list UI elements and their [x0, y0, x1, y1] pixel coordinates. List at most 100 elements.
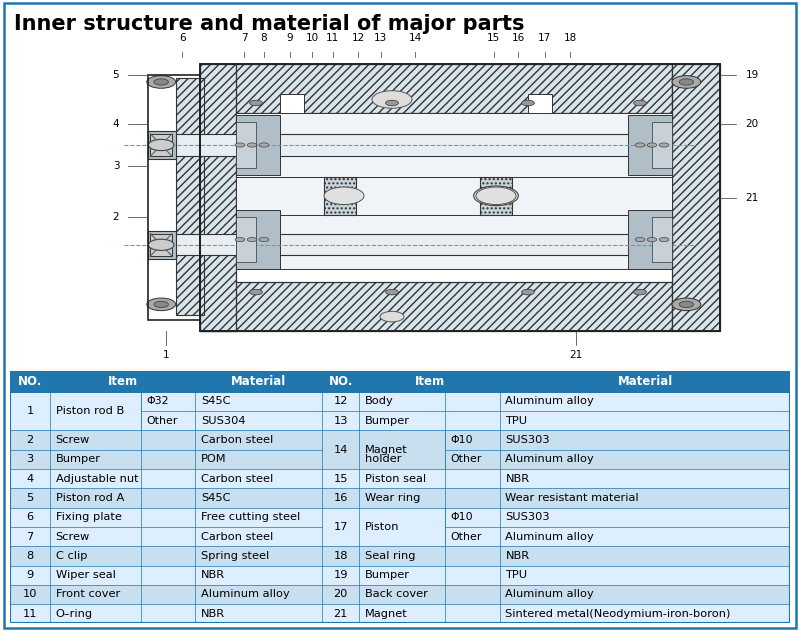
Bar [528, 94, 552, 114]
Bar [236, 115, 280, 175]
Text: O–ring: O–ring [56, 609, 93, 619]
Circle shape [148, 239, 174, 251]
Text: Body: Body [365, 396, 394, 406]
Bar [628, 115, 672, 175]
Bar [10, 488, 790, 507]
Bar [10, 411, 790, 430]
Text: 16: 16 [334, 493, 348, 503]
Bar [628, 209, 672, 269]
Text: Bumper: Bumper [365, 416, 410, 426]
Text: Material: Material [231, 375, 286, 388]
Circle shape [154, 301, 169, 307]
Circle shape [679, 79, 694, 85]
Circle shape [154, 79, 169, 85]
Text: 1: 1 [26, 406, 34, 416]
Text: Free cutting steel: Free cutting steel [201, 512, 300, 522]
Circle shape [635, 143, 645, 147]
Text: 20: 20 [334, 589, 348, 599]
Text: 15: 15 [487, 33, 500, 43]
Text: 17: 17 [538, 33, 551, 43]
Bar [150, 233, 172, 256]
Text: Seal ring: Seal ring [365, 551, 415, 561]
Bar [10, 565, 790, 585]
Text: Piston rod B: Piston rod B [56, 406, 124, 416]
Text: holder: holder [365, 454, 402, 464]
Circle shape [474, 186, 518, 206]
Text: 21: 21 [570, 350, 582, 360]
Text: Screw: Screw [56, 531, 90, 541]
Text: 7: 7 [241, 33, 247, 43]
Text: 3: 3 [26, 454, 34, 464]
Text: Bumper: Bumper [56, 454, 101, 464]
Circle shape [634, 100, 646, 106]
Text: NBR: NBR [201, 570, 225, 580]
Bar [236, 209, 280, 269]
Circle shape [659, 143, 669, 147]
Bar [176, 78, 204, 315]
Circle shape [259, 237, 269, 242]
Bar [10, 527, 790, 546]
Circle shape [635, 237, 645, 242]
Text: Wear ring: Wear ring [365, 493, 420, 503]
Text: Magnet: Magnet [365, 609, 408, 619]
Text: 13: 13 [334, 416, 348, 426]
Text: 8: 8 [26, 551, 34, 561]
Text: Aluminum alloy: Aluminum alloy [506, 454, 594, 464]
Circle shape [672, 76, 701, 88]
Text: NBR: NBR [201, 609, 225, 619]
Text: 8: 8 [261, 33, 267, 43]
Text: Item: Item [414, 375, 445, 388]
Text: Bumper: Bumper [365, 570, 410, 580]
Circle shape [259, 143, 269, 147]
Circle shape [522, 289, 534, 295]
Bar [148, 131, 176, 159]
Circle shape [476, 187, 516, 204]
Text: 14: 14 [334, 445, 348, 455]
Text: Magnet: Magnet [365, 445, 408, 455]
Circle shape [634, 289, 646, 295]
Text: 11: 11 [326, 33, 339, 43]
Bar [324, 177, 356, 215]
Text: 10: 10 [306, 33, 318, 43]
Text: Φ32: Φ32 [146, 396, 169, 406]
Text: Piston rod A: Piston rod A [56, 493, 124, 503]
Circle shape [522, 100, 534, 106]
Bar [200, 64, 720, 331]
Bar [200, 64, 236, 331]
Bar [236, 122, 256, 168]
Text: Aluminum alloy: Aluminum alloy [506, 396, 594, 406]
Bar [10, 430, 790, 450]
Bar [200, 64, 672, 114]
Circle shape [647, 143, 657, 147]
Bar [10, 469, 790, 488]
Text: Piston: Piston [365, 522, 399, 532]
Text: 13: 13 [374, 33, 387, 43]
Text: 7: 7 [26, 531, 34, 541]
Text: 9: 9 [26, 570, 34, 580]
Text: Carbon steel: Carbon steel [201, 435, 273, 445]
Text: 21: 21 [334, 609, 348, 619]
Text: S45C: S45C [201, 396, 230, 406]
Text: SUS303: SUS303 [506, 512, 550, 522]
Bar [480, 177, 512, 215]
Text: 2: 2 [26, 435, 34, 445]
Bar [672, 64, 720, 331]
Text: Adjustable nut: Adjustable nut [56, 474, 138, 483]
Bar [10, 507, 790, 527]
Text: 19: 19 [746, 70, 758, 80]
Bar [148, 234, 672, 256]
Text: Back cover: Back cover [365, 589, 428, 599]
Bar [236, 177, 672, 215]
Text: Screw: Screw [56, 435, 90, 445]
Text: POM: POM [201, 454, 226, 464]
Text: Wear resistant material: Wear resistant material [506, 493, 639, 503]
Circle shape [386, 100, 398, 106]
Circle shape [147, 298, 176, 310]
Bar [652, 217, 672, 262]
Circle shape [386, 289, 398, 295]
Text: SUS303: SUS303 [506, 435, 550, 445]
Text: 21: 21 [746, 192, 758, 203]
Text: 11: 11 [22, 609, 37, 619]
Text: Carbon steel: Carbon steel [201, 531, 273, 541]
Text: 19: 19 [334, 570, 348, 580]
